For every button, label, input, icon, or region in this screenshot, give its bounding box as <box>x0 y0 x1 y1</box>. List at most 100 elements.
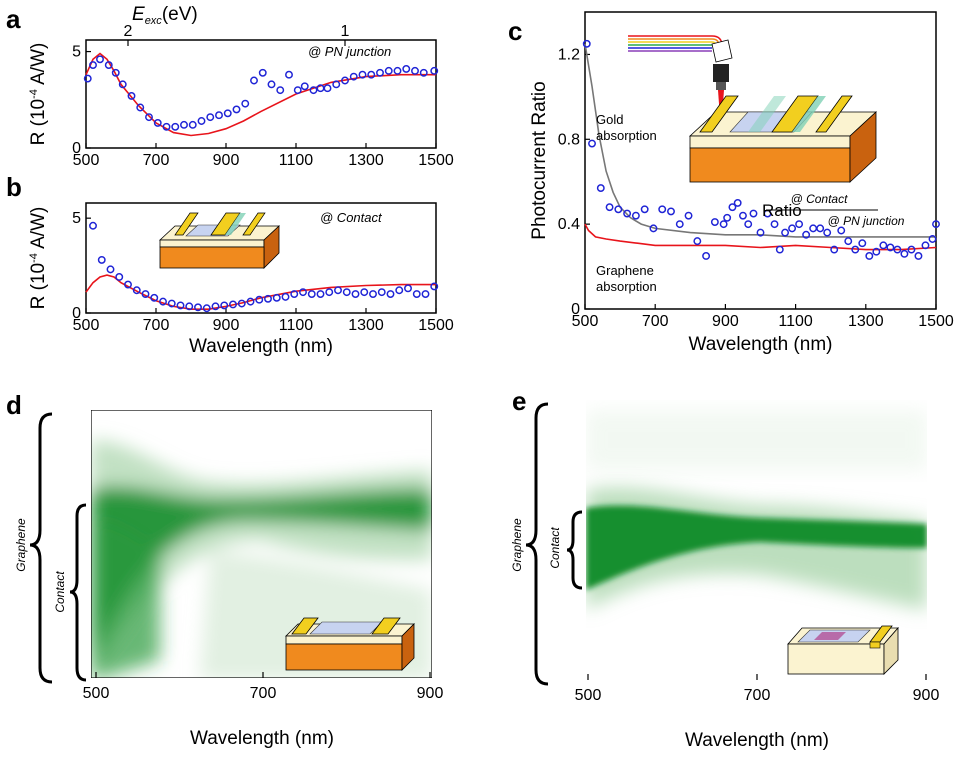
a-data-point <box>276 86 285 95</box>
c-data-point <box>893 245 902 254</box>
a-ylabel: R (10-4 A/W) <box>28 43 49 146</box>
c-data-point <box>788 224 797 233</box>
d-xtick-label: 500 <box>83 685 110 702</box>
energy-symbol: E <box>132 4 145 25</box>
b-xtick-label: 1500 <box>418 317 454 334</box>
a-data-point <box>136 103 145 112</box>
a-data-point <box>188 120 197 129</box>
b-ytick-label: 0 <box>72 305 81 322</box>
a-data-point <box>111 68 120 77</box>
c-data-point <box>921 241 930 250</box>
b-data-point <box>132 286 141 295</box>
b-data-point <box>159 297 167 306</box>
b-xtick-label: 700 <box>143 317 170 334</box>
a-data-point <box>83 74 92 83</box>
b-data-point <box>272 293 281 302</box>
b-data-point <box>325 288 334 297</box>
b-data-point <box>229 300 237 309</box>
c-xtick-label: 1300 <box>848 313 884 330</box>
c-data-point <box>879 241 888 250</box>
a-data-point <box>241 99 250 108</box>
c-data-point <box>770 220 779 229</box>
b-data-point <box>351 290 360 298</box>
c-data-point <box>623 209 632 218</box>
c-data-point <box>844 237 853 246</box>
b-data-point <box>307 290 316 298</box>
a-data-point <box>384 66 393 75</box>
a-data-point <box>367 70 376 79</box>
panel-d-letter: d <box>6 390 22 420</box>
a-data-point <box>285 70 293 79</box>
panel-d-x-axis: 500 700 900 <box>83 672 443 702</box>
e-xtick-label: 500 <box>575 687 602 704</box>
a-data-point <box>293 86 302 95</box>
c-data-point <box>775 245 784 254</box>
panel-e: e 500 700 900 Wavelength (nm) <box>510 386 939 751</box>
c-data-point <box>702 252 711 260</box>
b-data-point <box>167 299 176 308</box>
a-data-point <box>430 66 439 75</box>
e-xtick-label: 900 <box>913 687 940 704</box>
a-data-point <box>153 118 162 127</box>
device-schematic-e <box>787 625 899 675</box>
b-data-point <box>369 290 377 298</box>
a-data-point <box>300 82 309 91</box>
panel-b-frame <box>85 202 437 314</box>
b-xtick-label: 1300 <box>348 317 384 334</box>
c-ytick-label: 0 <box>571 301 580 318</box>
gold-absorption-label-1: Gold <box>596 112 623 127</box>
c-data-point <box>886 243 895 252</box>
c-xtick-label: 500 <box>572 313 599 330</box>
c-data-point <box>631 211 640 220</box>
a-data-point <box>267 80 276 89</box>
a-xtick-label: 1100 <box>279 152 314 169</box>
b-data-point <box>150 293 159 302</box>
a-xtick-label: 500 <box>73 152 100 169</box>
a-data-point <box>358 70 367 79</box>
b-data-point <box>211 302 220 311</box>
a-data-point <box>258 68 267 77</box>
c-data-point <box>719 220 728 229</box>
a-data-point <box>197 117 206 125</box>
b-data-point <box>194 303 202 312</box>
a-data-point <box>118 80 127 89</box>
contact-brace-e <box>566 510 583 590</box>
b-data-point <box>264 294 272 303</box>
b-data-point <box>176 301 185 310</box>
c-data-point <box>900 249 909 258</box>
a-xtick-label: 1300 <box>348 152 384 169</box>
c-data-point <box>816 224 825 233</box>
panel-e-xlabel: Wavelength (nm) <box>685 730 829 751</box>
c-data-point <box>582 39 591 48</box>
a-data-point <box>393 66 402 75</box>
c-data-point <box>932 220 940 229</box>
a-xtick-label: 1500 <box>418 152 454 169</box>
b-xlabel: Wavelength (nm) <box>189 336 333 357</box>
panel-a-annotation: @ PN junction <box>308 44 391 59</box>
b-data-point <box>281 292 290 301</box>
c-data-point <box>640 205 649 214</box>
panel-a-frame <box>85 39 437 149</box>
panel-a-plot: 500 700 900 1100 1300 1500 0 5 R (10-4 A/W) 2 1 <box>28 23 454 169</box>
b-data-point <box>106 265 115 274</box>
c-data-point <box>733 198 742 207</box>
c-data-point <box>667 207 675 216</box>
c-gold-absorption-line <box>584 43 936 238</box>
b-data-point <box>124 280 132 289</box>
a-top-tick-label: 1 <box>341 23 350 40</box>
graphene-label-d: Graphene <box>14 518 28 572</box>
a-data-point <box>250 76 258 85</box>
c-data-point <box>872 247 881 256</box>
c-data-point <box>809 224 818 233</box>
c-data-point <box>728 203 737 212</box>
contact-label-d: Contact <box>53 571 67 613</box>
c-data-point <box>614 205 623 214</box>
device-schematic-d <box>285 617 415 671</box>
e-xtick-label: 700 <box>744 687 771 704</box>
a-data-point <box>89 61 97 70</box>
c-data-point <box>739 211 747 220</box>
b-data-point <box>299 288 307 297</box>
c-data-point <box>649 224 658 233</box>
a-xtick-label: 700 <box>143 152 170 169</box>
b-data-point <box>377 288 386 297</box>
